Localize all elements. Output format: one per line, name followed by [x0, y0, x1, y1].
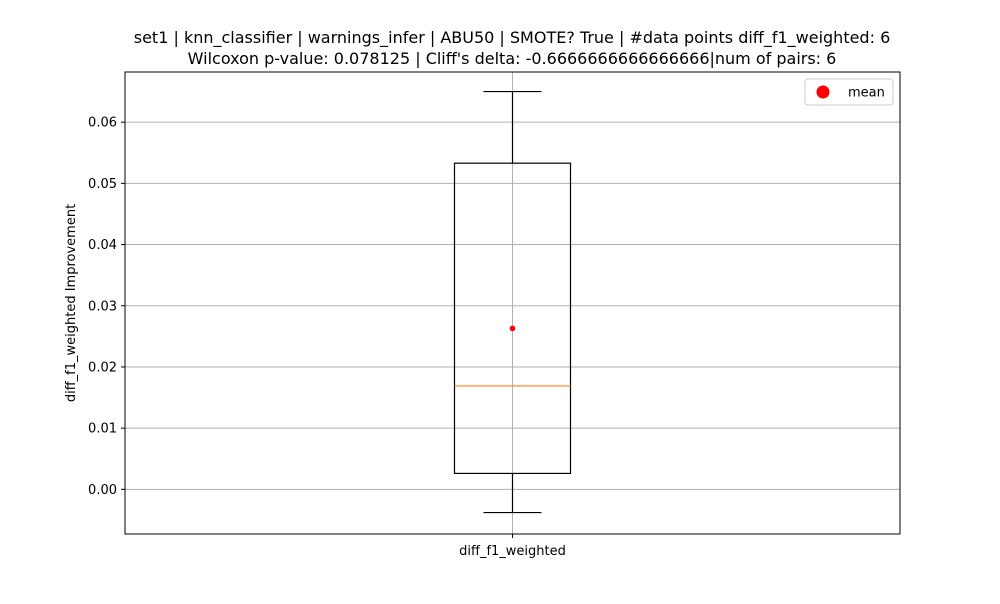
axes: 0.00 0.01 0.02 0.03 0.04 0.05 0.06 diff_f1_weig…	[88, 71, 901, 559]
legend-mean-label: mean	[848, 86, 885, 101]
y-tick-label: 0.00	[88, 483, 117, 498]
y-tick-label: 0.03	[88, 299, 117, 314]
box-plot-elements	[453, 90, 572, 514]
chart-title-line-1: set1 | knn_classifier | warnings_infer |…	[134, 28, 891, 48]
y-axis-label: diff_f1_weighted Improvement	[64, 204, 79, 402]
y-tick-label: 0.06	[88, 116, 117, 131]
legend-frame	[804, 78, 894, 106]
legend-mean-marker	[816, 85, 830, 99]
grid-lines	[125, 72, 900, 534]
chart-title-line-2: Wilcoxon p-value: 0.078125 | Cliff's del…	[188, 49, 837, 68]
y-tick-label: 0.04	[88, 238, 117, 253]
iqr-box	[453, 162, 572, 475]
y-tick-label: 0.01	[88, 422, 117, 437]
legend: mean	[804, 78, 894, 106]
plot-area-frame	[124, 71, 901, 535]
x-tick-label: diff_f1_weighted	[459, 544, 566, 559]
y-tick-label: 0.05	[88, 177, 117, 192]
y-tick-label: 0.02	[88, 360, 117, 375]
mean-marker	[509, 325, 516, 332]
